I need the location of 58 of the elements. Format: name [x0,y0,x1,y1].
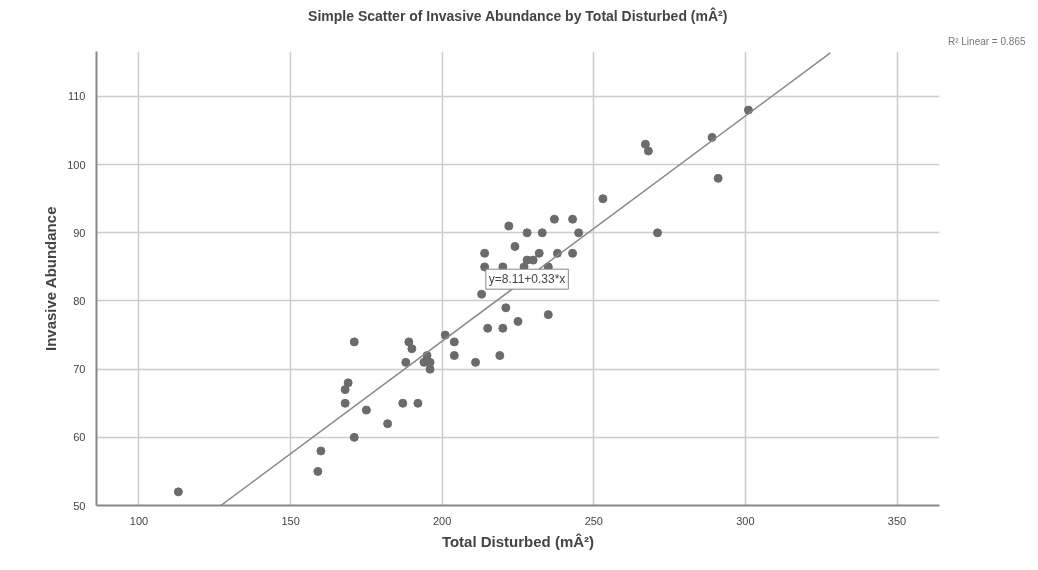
x-tick-label: 200 [433,514,452,527]
point [480,262,490,272]
point [568,214,578,224]
y-tick-label: 70 [73,363,86,376]
point [713,173,723,183]
point [643,146,653,156]
point [652,228,662,238]
point [543,310,553,320]
point [568,248,578,258]
x-axis-title: Total Disturbed (mÂ²) [441,532,595,550]
x-tick-label: 350 [887,514,907,527]
point [413,398,423,408]
x-tick-label: 150 [281,514,300,527]
y-axis-title: Invasive Abundance [42,206,60,352]
point [404,337,414,347]
point [340,385,350,395]
point [495,351,505,361]
point [504,221,514,231]
point [549,214,559,224]
point [640,139,650,149]
point [398,398,408,408]
x-tick-label: 100 [129,514,149,527]
point [513,316,523,326]
point [483,323,493,333]
point [598,194,608,204]
point [173,487,183,497]
point [477,289,487,299]
point [534,248,544,258]
x-tick-label: 300 [736,514,755,527]
point [449,351,459,361]
y-tick-label: 50 [73,499,86,512]
point [340,398,350,408]
y-tick-label: 60 [73,431,86,444]
point [361,405,371,415]
point [407,344,417,354]
point [498,323,508,333]
point [383,419,393,429]
point [316,446,326,456]
point [449,337,459,347]
point [349,337,359,347]
chart-title: Simple Scatter of Invasive Abundance by Total Disturbed (mÂ²) [308,6,728,24]
y-tick-label: 110 [67,90,86,103]
point [522,228,532,238]
point [501,303,511,313]
y-tick-label: 80 [73,295,86,307]
annotation: y=8.11+0.33*x [488,272,566,287]
text: R² Linear = 0.865 [947,35,1026,47]
point [537,228,547,238]
point [480,248,490,258]
x-tick-label: 250 [584,514,603,527]
point [313,466,323,476]
point [510,241,520,251]
point [574,228,584,238]
point [471,357,481,367]
y-tick-label: 90 [73,226,86,239]
y-tick-label: 100 [67,158,86,171]
point [349,432,359,442]
point [401,357,411,367]
